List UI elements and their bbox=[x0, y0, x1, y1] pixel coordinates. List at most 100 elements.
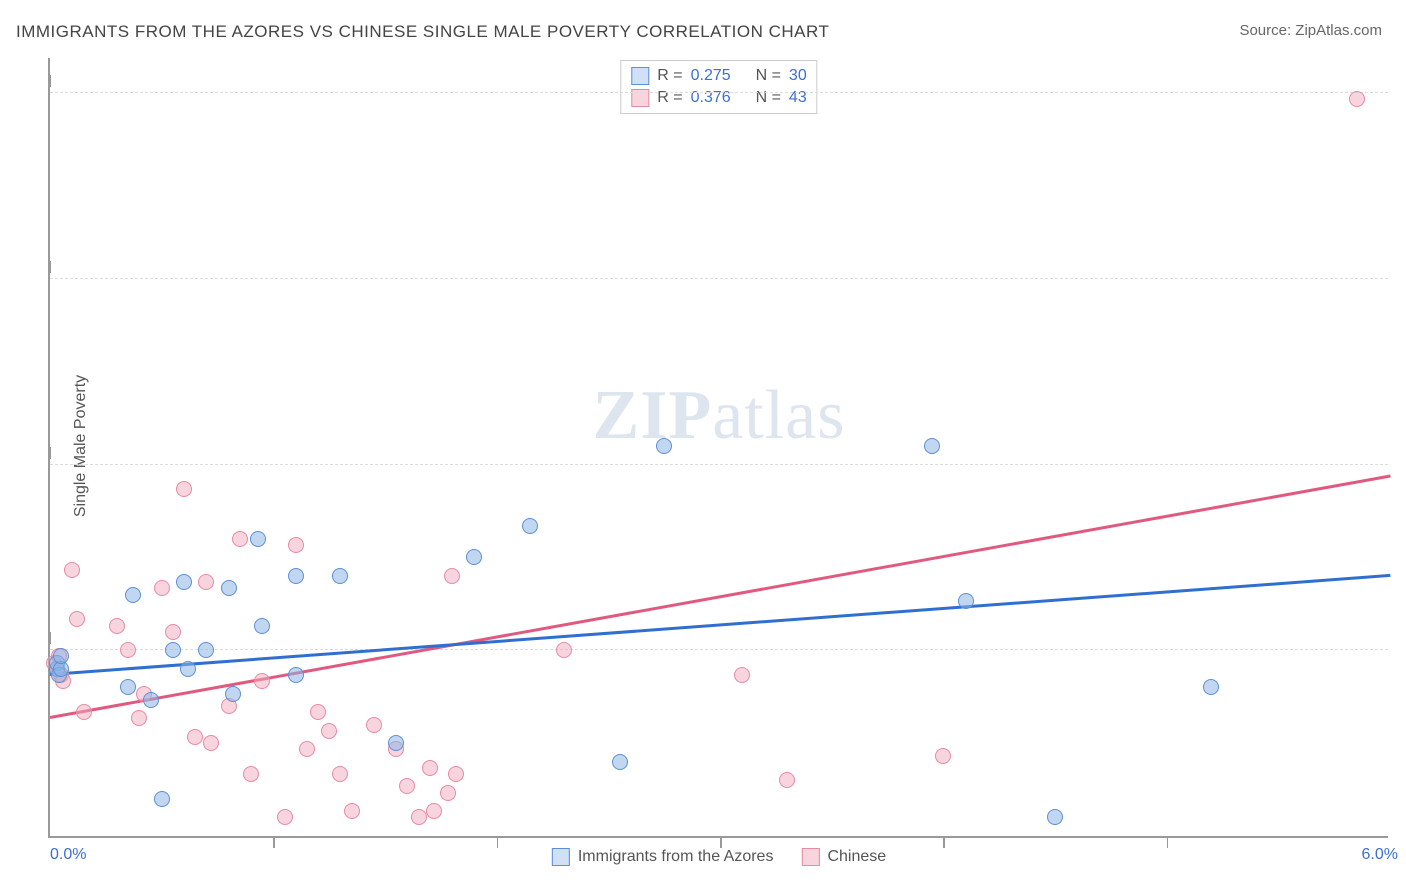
x-max-label: 6.0% bbox=[1362, 846, 1398, 864]
data-point-chinese bbox=[734, 667, 750, 683]
data-point-azores bbox=[225, 686, 241, 702]
data-point-chinese bbox=[332, 766, 348, 782]
data-point-chinese bbox=[448, 766, 464, 782]
data-point-chinese bbox=[399, 778, 415, 794]
data-point-chinese bbox=[422, 760, 438, 776]
x-tick-mark bbox=[720, 836, 722, 848]
stats-legend: R = 0.275 N = 30 R = 0.376 N = 43 bbox=[620, 60, 817, 114]
gridline bbox=[50, 464, 1388, 465]
data-point-chinese bbox=[299, 741, 315, 757]
y-tick-label: 15.0% bbox=[1398, 623, 1406, 641]
x-min-label: 0.0% bbox=[50, 846, 86, 864]
data-point-azores bbox=[198, 642, 214, 658]
data-point-azores bbox=[522, 518, 538, 534]
y-tick-label: 45.0% bbox=[1398, 252, 1406, 270]
y-tick-mark bbox=[49, 447, 51, 459]
gridline bbox=[50, 278, 1388, 279]
data-point-chinese bbox=[109, 618, 125, 634]
data-point-azores bbox=[1047, 809, 1063, 825]
x-tick-mark bbox=[1167, 836, 1169, 848]
data-point-chinese bbox=[426, 803, 442, 819]
data-point-chinese bbox=[1349, 91, 1365, 107]
gridline bbox=[50, 649, 1388, 650]
data-point-chinese bbox=[198, 574, 214, 590]
stats-row-azores: R = 0.275 N = 30 bbox=[631, 65, 806, 87]
y-tick-label: 60.0% bbox=[1398, 66, 1406, 84]
data-point-azores bbox=[154, 791, 170, 807]
trend-line bbox=[50, 574, 1390, 676]
data-point-chinese bbox=[254, 673, 270, 689]
scatter-plot: ZIPatlas R = 0.275 N = 30 R = 0.376 N = … bbox=[48, 58, 1388, 838]
data-point-azores bbox=[656, 438, 672, 454]
data-point-chinese bbox=[366, 717, 382, 733]
legend-label: Immigrants from the Azores bbox=[578, 848, 774, 866]
r-value: 0.275 bbox=[691, 67, 731, 85]
data-point-azores bbox=[1203, 679, 1219, 695]
chart-title: IMMIGRANTS FROM THE AZORES VS CHINESE SI… bbox=[16, 22, 829, 42]
data-point-chinese bbox=[76, 704, 92, 720]
data-point-azores bbox=[125, 587, 141, 603]
data-point-chinese bbox=[288, 537, 304, 553]
data-point-azores bbox=[221, 580, 237, 596]
series-legend: Immigrants from the Azores Chinese bbox=[552, 848, 886, 866]
x-tick-mark bbox=[943, 836, 945, 848]
data-point-azores bbox=[254, 618, 270, 634]
data-point-chinese bbox=[440, 785, 456, 801]
r-label: R = bbox=[657, 67, 682, 85]
y-tick-mark bbox=[49, 632, 51, 644]
data-point-chinese bbox=[243, 766, 259, 782]
data-point-chinese bbox=[203, 735, 219, 751]
data-point-azores bbox=[958, 593, 974, 609]
data-point-chinese bbox=[556, 642, 572, 658]
data-point-chinese bbox=[411, 809, 427, 825]
data-point-azores bbox=[53, 648, 69, 664]
data-point-chinese bbox=[310, 704, 326, 720]
data-point-chinese bbox=[344, 803, 360, 819]
data-point-chinese bbox=[165, 624, 181, 640]
data-point-chinese bbox=[120, 642, 136, 658]
n-label: N = bbox=[756, 67, 781, 85]
legend-label: Chinese bbox=[827, 848, 886, 866]
data-point-chinese bbox=[154, 580, 170, 596]
watermark-bold: ZIP bbox=[593, 377, 713, 454]
trend-line bbox=[50, 474, 1390, 718]
data-point-chinese bbox=[277, 809, 293, 825]
y-tick-mark bbox=[49, 75, 51, 87]
data-point-azores bbox=[176, 574, 192, 590]
data-point-azores bbox=[288, 568, 304, 584]
data-point-azores bbox=[120, 679, 136, 695]
data-point-chinese bbox=[232, 531, 248, 547]
swatch-blue-icon bbox=[552, 848, 570, 866]
data-point-chinese bbox=[187, 729, 203, 745]
data-point-azores bbox=[332, 568, 348, 584]
n-value: 30 bbox=[789, 67, 807, 85]
data-point-chinese bbox=[64, 562, 80, 578]
swatch-pink-icon bbox=[801, 848, 819, 866]
legend-item-azores: Immigrants from the Azores bbox=[552, 848, 774, 866]
data-point-azores bbox=[612, 754, 628, 770]
data-point-chinese bbox=[935, 748, 951, 764]
swatch-blue-icon bbox=[631, 67, 649, 85]
data-point-chinese bbox=[444, 568, 460, 584]
data-point-azores bbox=[165, 642, 181, 658]
data-point-chinese bbox=[69, 611, 85, 627]
data-point-azores bbox=[143, 692, 159, 708]
watermark: ZIPatlas bbox=[593, 376, 846, 456]
data-point-azores bbox=[288, 667, 304, 683]
stats-row-chinese: R = 0.376 N = 43 bbox=[631, 87, 806, 109]
gridline bbox=[50, 92, 1388, 93]
data-point-chinese bbox=[131, 710, 147, 726]
watermark-rest: atlas bbox=[712, 377, 845, 454]
data-point-azores bbox=[466, 549, 482, 565]
data-point-chinese bbox=[321, 723, 337, 739]
data-point-azores bbox=[924, 438, 940, 454]
data-point-chinese bbox=[779, 772, 795, 788]
y-tick-mark bbox=[49, 261, 51, 273]
data-point-chinese bbox=[176, 481, 192, 497]
x-tick-mark bbox=[273, 836, 275, 848]
legend-item-chinese: Chinese bbox=[801, 848, 886, 866]
data-point-azores bbox=[180, 661, 196, 677]
y-tick-label: 30.0% bbox=[1398, 438, 1406, 456]
chart-source: Source: ZipAtlas.com bbox=[1239, 22, 1382, 39]
data-point-azores bbox=[250, 531, 266, 547]
